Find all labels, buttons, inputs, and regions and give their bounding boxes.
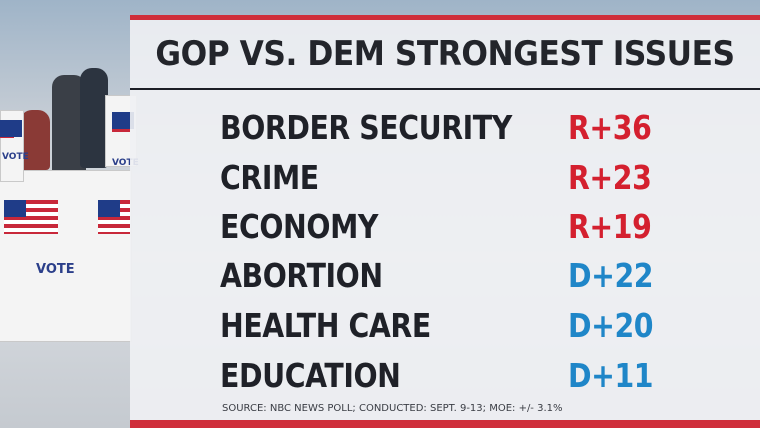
issue-margin: D+22 <box>568 256 654 295</box>
flag-icon <box>0 120 22 138</box>
issue-margin: R+23 <box>568 158 652 197</box>
issue-row: CRIME R+23 <box>220 158 680 202</box>
issue-row: ECONOMY R+19 <box>220 207 680 251</box>
issue-row: BORDER SECURITY R+36 <box>220 108 680 152</box>
person-figure <box>80 68 108 168</box>
issue-name: EDUCATION <box>220 356 401 395</box>
issue-name: BORDER SECURITY <box>220 108 512 147</box>
issue-name: ABORTION <box>220 256 383 295</box>
person-figure <box>20 110 50 170</box>
vote-label: VOTE <box>36 262 75 277</box>
issue-margin: D+11 <box>568 356 654 395</box>
issue-row: EDUCATION D+11 <box>220 356 680 400</box>
vote-label: VOTE <box>2 152 29 162</box>
voting-booth <box>0 170 132 342</box>
graphic-title: GOP VS. DEM STRONGEST ISSUES <box>155 34 735 74</box>
top-accent-bar <box>130 15 760 20</box>
flag-icon <box>98 200 130 234</box>
issue-margin: R+19 <box>568 207 652 246</box>
issue-margin: D+20 <box>568 306 654 345</box>
title-divider <box>130 88 760 90</box>
issue-name: ECONOMY <box>220 207 379 246</box>
flag-icon <box>112 112 134 132</box>
issue-margin: R+36 <box>568 108 652 147</box>
graphic-panel <box>130 17 760 425</box>
issue-name: CRIME <box>220 158 319 197</box>
vote-label: VOTE <box>112 158 139 168</box>
bottom-accent-bar <box>130 420 760 428</box>
flag-icon <box>4 200 58 234</box>
issue-row: ABORTION D+22 <box>220 256 680 300</box>
issue-name: HEALTH CARE <box>220 306 431 345</box>
source-note: SOURCE: NBC NEWS POLL; CONDUCTED: SEPT. … <box>222 403 563 414</box>
issue-row: HEALTH CARE D+20 <box>220 306 680 350</box>
